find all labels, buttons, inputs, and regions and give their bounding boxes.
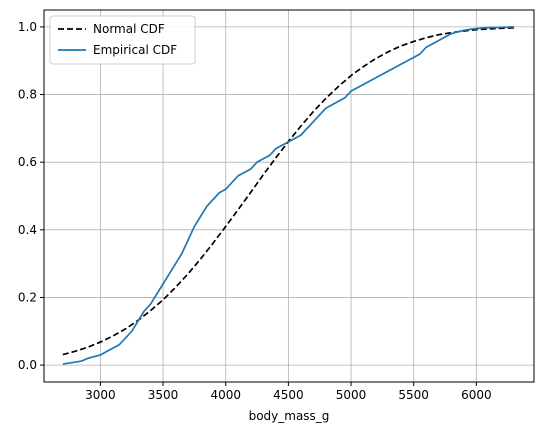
legend-label-empirical-cdf: Empirical CDF: [93, 43, 177, 57]
plot-lines: [62, 26, 514, 365]
y-tick-label: 0.0: [18, 358, 37, 372]
y-tick-label: 1.0: [18, 20, 37, 34]
legend-box: [49, 15, 196, 65]
x-tick-label: 3000: [85, 388, 116, 402]
y-tick-label: 0.2: [18, 290, 37, 304]
y-axis-ticks: 0.0 0.2 0.4 0.6 0.8 1.0: [18, 20, 44, 372]
x-tick-label: 5000: [336, 388, 367, 402]
y-tick-label: 0.4: [18, 223, 37, 237]
axes-frame: [43, 9, 535, 383]
x-tick-label: 6000: [461, 388, 492, 402]
x-axis-label: body_mass_g: [249, 409, 330, 423]
grid-lines: [44, 10, 534, 382]
x-tick-label: 4000: [210, 388, 241, 402]
chart-legend: Normal CDF Empirical CDF: [49, 15, 196, 65]
x-tick-label: 5500: [398, 388, 429, 402]
series-line-empirical-cdf: [62, 26, 514, 365]
y-tick-label: 0.6: [18, 155, 37, 169]
x-axis-ticks: 3000 3500 4000 4500 5000 5500 6000: [85, 382, 492, 402]
x-tick-label: 3500: [148, 388, 179, 402]
x-tick-label: 4500: [273, 388, 304, 402]
legend-label-normal-cdf: Normal CDF: [93, 22, 165, 36]
y-tick-label: 0.8: [18, 88, 37, 102]
